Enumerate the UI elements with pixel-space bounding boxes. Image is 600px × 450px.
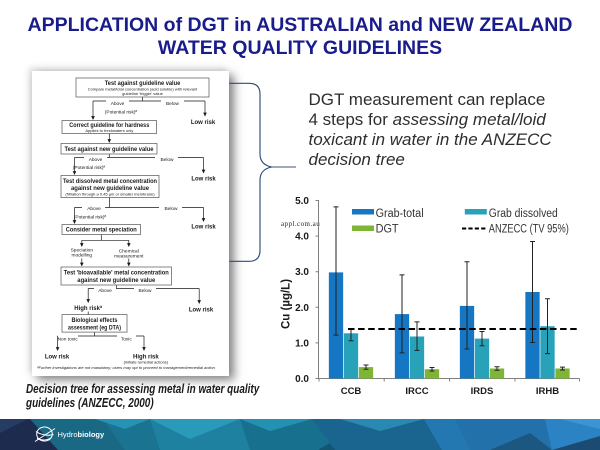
svg-text:(Potential risk)ª: (Potential risk)ª — [105, 110, 138, 116]
svg-text:1.0: 1.0 — [295, 338, 309, 349]
svg-text:CCB: CCB — [341, 386, 362, 397]
svg-text:Above: Above — [89, 157, 103, 163]
svg-text:Hydrobiology: Hydrobiology — [58, 430, 106, 439]
svg-text:against new guideline value: against new guideline value — [71, 185, 150, 192]
svg-text:Low risk: Low risk — [45, 355, 70, 361]
svg-text:2.0: 2.0 — [295, 303, 309, 314]
svg-text:Below: Below — [164, 206, 178, 212]
svg-text:Non toxic: Non toxic — [58, 337, 79, 343]
svg-text:High riskª: High riskª — [74, 305, 103, 312]
svg-text:DGT: DGT — [376, 224, 399, 236]
svg-text:Low risk: Low risk — [189, 307, 214, 313]
svg-text:(filtration through a 0.45 µm: (filtration through a 0.45 µm or smaller… — [65, 191, 155, 196]
svg-text:measurement: measurement — [114, 254, 144, 260]
svg-text:Biological effects: Biological effects — [72, 317, 118, 324]
svg-text:IRHB: IRHB — [536, 386, 559, 397]
svg-text:guideline 'trigger' value: guideline 'trigger' value — [122, 91, 163, 96]
svg-text:Correct guideline for hardness: Correct guideline for hardness — [69, 122, 149, 129]
svg-text:Test against new guideline val: Test against new guideline value — [65, 146, 155, 153]
svg-text:Above: Above — [98, 288, 112, 294]
svg-text:0.0: 0.0 — [295, 374, 309, 385]
svg-text:3.0: 3.0 — [295, 267, 309, 278]
svg-text:Below: Below — [166, 101, 180, 107]
svg-text:IRDS: IRDS — [471, 386, 494, 397]
svg-text:Above: Above — [87, 206, 101, 212]
svg-text:Applies to freshwaters only: Applies to freshwaters only — [85, 128, 133, 133]
svg-text:Compare metal/total concentrat: Compare metal/total concentration (acid … — [88, 86, 198, 91]
svg-text:ªFurther investigations are no: ªFurther investigations are not mandator… — [37, 365, 216, 370]
svg-text:Grab-total: Grab-total — [376, 208, 424, 220]
svg-text:High risk: High risk — [133, 355, 159, 361]
svg-text:ANZECC (TV 95%): ANZECC (TV 95%) — [489, 224, 569, 236]
svg-text:Below: Below — [138, 288, 152, 294]
svg-text:Test against guideline value: Test against guideline value — [105, 80, 181, 87]
svg-text:Cu (µg/L): Cu (µg/L) — [281, 279, 293, 329]
svg-text:assessment (eg DTA): assessment (eg DTA) — [68, 324, 121, 331]
svg-text:Chemical: Chemical — [119, 249, 139, 255]
svg-text:5.0: 5.0 — [295, 196, 309, 207]
svg-text:Below: Below — [160, 157, 174, 163]
svg-text:(initiate remedial actions): (initiate remedial actions) — [124, 360, 169, 365]
svg-text:Consider metal speciation: Consider metal speciation — [66, 227, 137, 234]
svg-text:modelling: modelling — [72, 253, 93, 259]
svg-text:against new guideline value: against new guideline value — [77, 277, 156, 284]
svg-text:Test dissolved metal concentra: Test dissolved metal concentration — [63, 178, 157, 185]
svg-text:(Potential risk)ª: (Potential risk)ª — [73, 165, 106, 171]
svg-text:(Potential risk)ª: (Potential risk)ª — [74, 214, 107, 220]
svg-text:Above: Above — [111, 101, 125, 107]
svg-text:Low risk: Low risk — [191, 177, 216, 183]
svg-text:Speciation: Speciation — [71, 248, 94, 254]
svg-text:Grab dissolved: Grab dissolved — [489, 208, 558, 220]
svg-text:4.0: 4.0 — [295, 232, 309, 243]
svg-text:Test 'bioavailable' metal conc: Test 'bioavailable' metal concentration — [64, 270, 169, 277]
svg-text:IRCC: IRCC — [405, 386, 428, 397]
svg-text:Toxic: Toxic — [121, 337, 133, 343]
svg-text:Low risk: Low risk — [191, 225, 216, 231]
svg-text:Low risk: Low risk — [191, 120, 216, 126]
